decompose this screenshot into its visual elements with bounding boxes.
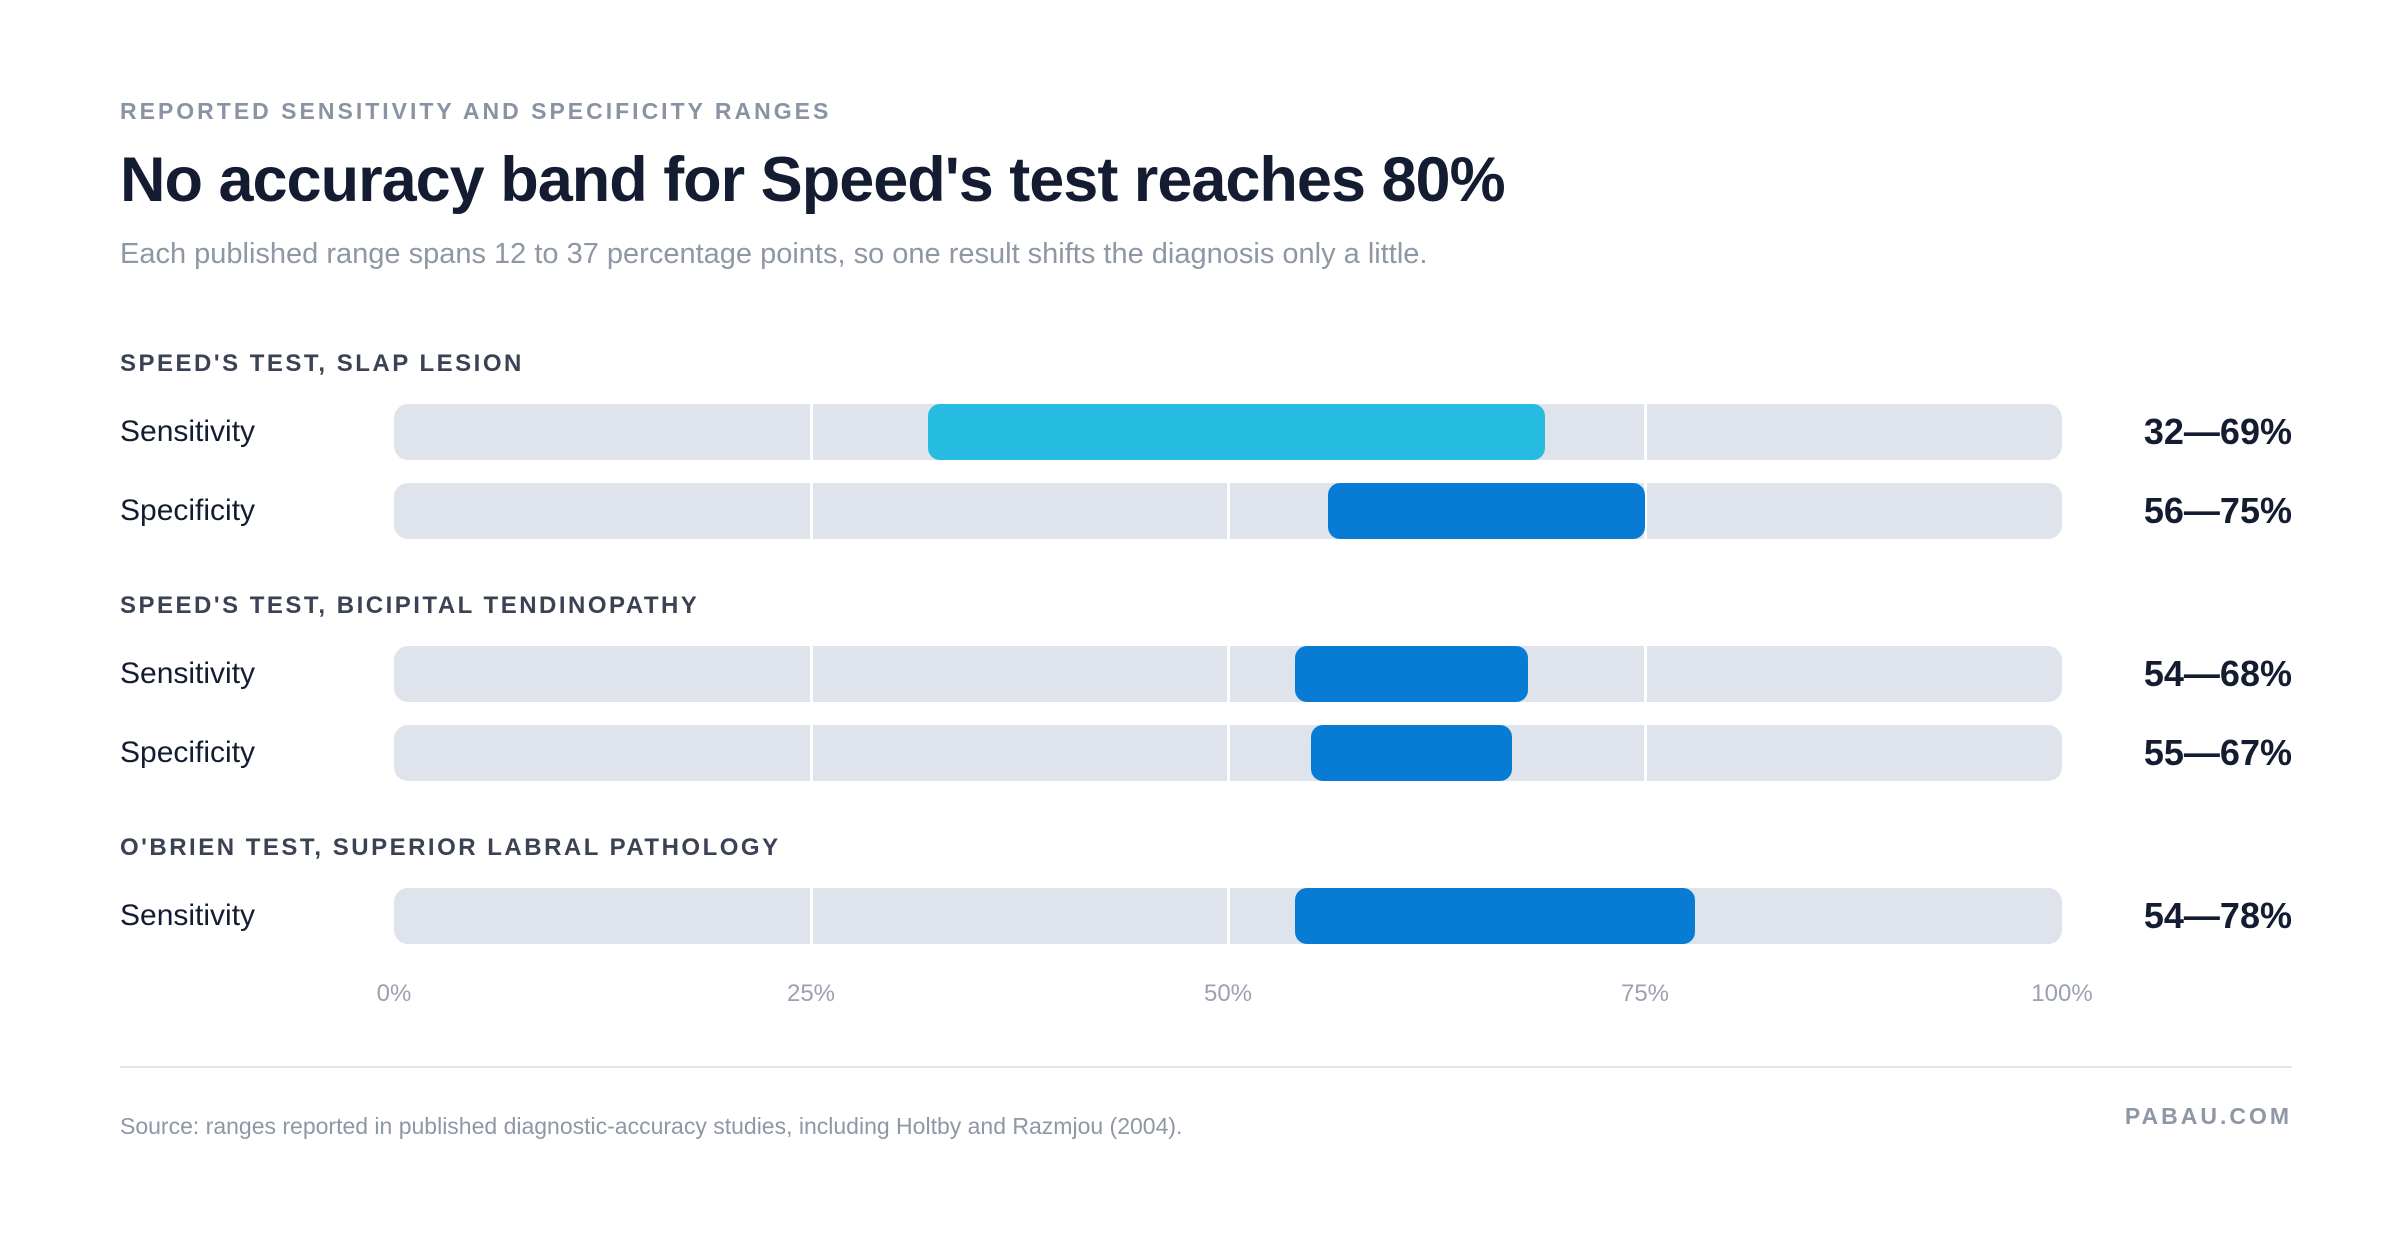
gridline (1643, 646, 1647, 702)
gridline (809, 888, 813, 944)
brand-mark: PABAU.COM (2124, 1103, 2292, 1129)
gridline (1643, 483, 1647, 539)
range-bar (927, 404, 1545, 460)
range-value-label: 56—75% (2143, 490, 2292, 531)
range-bar (1311, 725, 1512, 781)
chart-subtitle: Each published range spans 12 to 37 perc… (120, 238, 1428, 270)
range-value-label: 32—69% (2143, 411, 2292, 452)
bar-track (394, 646, 2062, 702)
row-label: Sensitivity (120, 899, 256, 932)
x-tick-label: 0% (376, 980, 412, 1007)
row-label: Specificity (120, 494, 256, 527)
x-tick-label: 100% (2031, 980, 2093, 1007)
gridline (1643, 404, 1647, 460)
chart-title: No accuracy band for Speed's test reache… (120, 145, 1506, 215)
group-label: SPEED'S TEST, SLAP LESION (120, 350, 524, 377)
bar-track (394, 483, 2062, 539)
range-value-label: 55—67% (2143, 732, 2292, 773)
group-label: O'BRIEN TEST, SUPERIOR LABRAL PATHOLOGY (120, 834, 781, 861)
source-note: Source: ranges reported in published dia… (120, 1113, 1183, 1139)
chart-kicker: REPORTED SENSITIVITY AND SPECIFICITY RAN… (120, 98, 832, 124)
bar-track (394, 404, 2062, 460)
bar-track (394, 888, 2062, 944)
range-bar (1328, 483, 1645, 539)
gridline (809, 725, 813, 781)
x-tick-label: 25% (786, 980, 836, 1007)
gridline (1226, 646, 1230, 702)
x-tick-label: 75% (1620, 980, 1670, 1007)
range-bar (1294, 888, 1696, 944)
gridline (809, 646, 813, 702)
range-bar (1294, 646, 1529, 702)
gridline (1226, 483, 1230, 539)
row-label: Specificity (120, 736, 256, 769)
row-label: Sensitivity (120, 657, 256, 690)
gridline (1643, 725, 1647, 781)
row-label: Sensitivity (120, 415, 256, 448)
range-value-label: 54—78% (2143, 895, 2292, 936)
gridline (809, 404, 813, 460)
range-value-label: 54—68% (2143, 653, 2292, 694)
gridline (1226, 725, 1230, 781)
footer-divider (120, 1066, 2292, 1068)
group-label: SPEED'S TEST, BICIPITAL TENDINOPATHY (120, 592, 700, 619)
bar-track (394, 725, 2062, 781)
x-tick-label: 50% (1203, 980, 1253, 1007)
gridline (809, 483, 813, 539)
gridline (1226, 888, 1230, 944)
